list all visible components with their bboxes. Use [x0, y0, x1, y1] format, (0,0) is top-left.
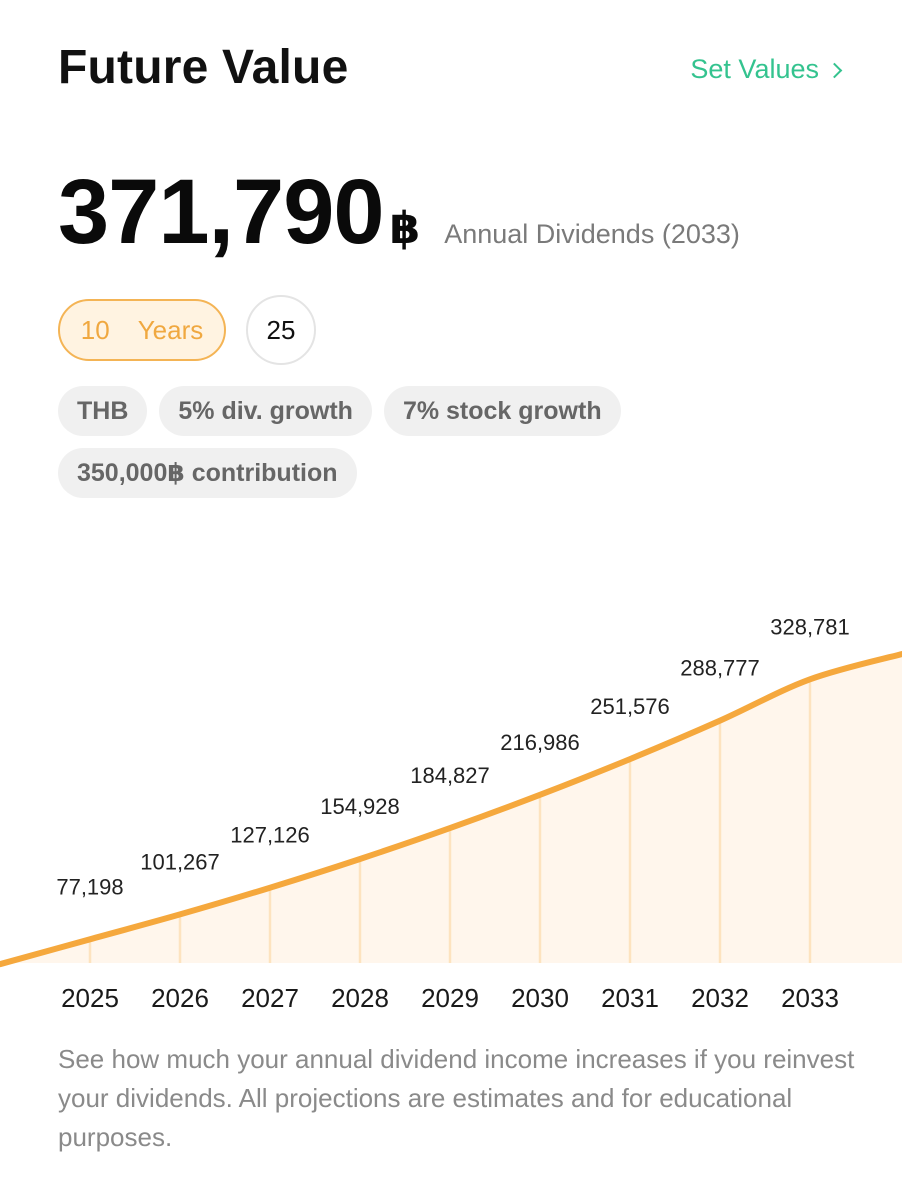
chart-value-label-2033: 328,781 — [770, 614, 850, 639]
chart-x-tick-2029: 2029 — [421, 983, 479, 1013]
chart-x-tick-2028: 2028 — [331, 983, 389, 1013]
chart-series-line — [0, 650, 902, 968]
chart-value-label-2025: 77,198 — [56, 874, 123, 899]
currency-symbol: ฿ — [389, 204, 421, 253]
period-option-10-years[interactable]: 10 Years — [58, 299, 226, 361]
future-value-caption: Annual Dividends (2033) — [444, 219, 740, 249]
chip-dividend-growth[interactable]: 5% div. growth — [159, 386, 372, 436]
chart-x-tick-2033: 2033 — [781, 983, 839, 1013]
period-option-25[interactable]: 25 — [246, 295, 316, 365]
chart-value-label-2026: 101,267 — [140, 849, 220, 874]
future-value-summary: 371,790 ฿ Annual Dividends (2033) — [58, 160, 740, 265]
period-option-value: 10 — [80, 314, 110, 345]
chart-value-label-2030: 216,986 — [500, 730, 580, 755]
chart-x-tick-2025: 2025 — [61, 983, 119, 1013]
assumption-chips: THB 5% div. growth 7% stock growth 350,0… — [58, 386, 858, 498]
chart-value-label-2027: 127,126 — [230, 823, 310, 848]
chart-x-tick-2030: 2030 — [511, 983, 569, 1013]
period-selector: 10 Years 25 — [58, 295, 316, 365]
chip-contribution[interactable]: 350,000฿ contribution — [58, 448, 357, 498]
page-title: Future Value — [58, 41, 349, 94]
chart-area-fill — [0, 653, 902, 965]
period-option-unit: Years — [137, 314, 204, 345]
chart-x-tick-2032: 2032 — [691, 983, 749, 1013]
dividend-projection-chart: 77,198 101,267 127,126 154,928 184,827 216,98… — [0, 614, 902, 1013]
chevron-right-icon — [826, 62, 843, 79]
set-values-link[interactable]: Set Values — [690, 54, 843, 85]
chart-x-tick-2031: 2031 — [601, 983, 659, 1013]
chart-value-label-2032: 288,777 — [680, 656, 760, 681]
chart-x-tick-2026: 2026 — [151, 983, 209, 1013]
footer-disclaimer: See how much your annual dividend income… — [58, 1044, 855, 1152]
future-value-amount: 371,790 — [58, 161, 385, 263]
set-values-label: Set Values — [690, 54, 819, 84]
chart-value-label-2031: 251,576 — [590, 694, 670, 719]
chart-x-tick-2027: 2027 — [241, 983, 299, 1013]
chip-stock-growth[interactable]: 7% stock growth — [383, 386, 621, 436]
chip-currency[interactable]: THB — [58, 386, 148, 436]
chart-value-label-2028: 154,928 — [320, 794, 400, 819]
chart-value-label-2029: 184,827 — [410, 763, 490, 788]
